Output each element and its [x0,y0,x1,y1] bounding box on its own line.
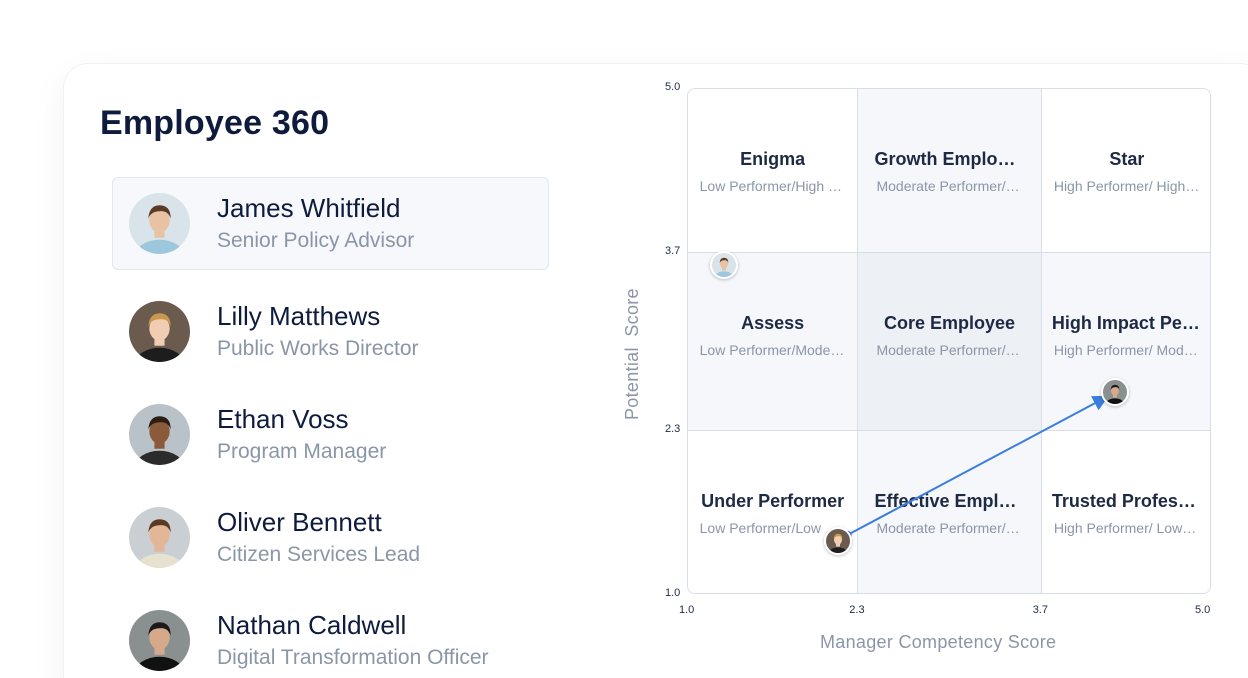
employee-role: Public Works Director [217,337,419,360]
grid-cell[interactable]: Star High Performer/ High Potential [1041,89,1210,254]
employee-item[interactable]: Lilly Matthews Public Works Director [112,280,549,383]
cell-sublabel: High Performer/ Moderate Potential [1053,342,1200,359]
y-tick-label: 5.0 [665,81,681,93]
page-title: Employee 360 [100,104,330,142]
x-tick-label: 5.0 [1195,604,1211,616]
avatar [129,404,190,465]
cell-label: Core Employee [883,313,1016,334]
grid-cell[interactable]: Core Employee Moderate Performer/Moderate… [858,253,1042,431]
employee-role: Digital Transformation Officer [217,646,489,669]
employee-meta: Oliver Bennett Citizen Services Lead [217,506,420,569]
employee-item[interactable]: Ethan Voss Program Manager [112,383,549,486]
employee-name: Lilly Matthews [217,301,381,331]
cell-label: Trusted Professional [1051,490,1202,511]
employee-point[interactable] [709,251,738,280]
cell-label: Effective Employee [874,490,1025,511]
employee-name: Nathan Caldwell [217,610,407,640]
x-tick-label: 2.3 [849,604,865,616]
cell-sublabel: Low Performer/High Potential [699,178,846,194]
employee-name: James Whitfield [217,193,401,223]
employee-list: James Whitfield Senior Policy Advisor Lill… [112,177,549,678]
y-axis-label: Potential Score [622,288,642,420]
x-axis-label: Manager Competency Score [820,632,1057,652]
employee-meta: Ethan Voss Program Manager [217,403,386,466]
cell-sublabel: Low Performer/Moderate Potential [699,342,846,359]
x-tick-label: 1.0 [679,604,695,616]
employee-name: Oliver Bennett [217,507,382,537]
grid-cell[interactable]: Assess Low Performer/Moderate Potential [688,253,859,431]
grid-cell[interactable]: Trusted Professional High Performer/ Low … [1041,430,1210,593]
cell-label: Enigma [740,149,806,169]
employee-name: Ethan Voss [217,404,349,434]
employee-meta: Nathan Caldwell Digital Transformation Of… [217,609,489,672]
y-tick-label: 1.0 [665,587,681,599]
grid-cell[interactable]: Enigma Low Performer/High Potential [688,89,859,254]
cell-label: Star [1109,149,1145,169]
x-tick-label: 3.7 [1032,604,1048,616]
cell-sublabel: High Performer/ Low Potential [1053,519,1200,536]
cell-label: High Impact Performer [1051,313,1202,334]
employee-role: Senior Policy Advisor [217,229,415,252]
grid-cell[interactable]: Effective Employee Moderate Performer/Low… [858,430,1042,593]
cell-label: Growth Employee [874,149,1025,169]
avatar [129,610,190,671]
avatar [129,301,190,362]
cell-sublabel: Moderate Performer/High Potential [876,178,1022,194]
employee-meta: Lilly Matthews Public Works Director [217,300,419,363]
grid-cell[interactable]: Under Performer Low Performer/Low Potenti… [688,430,859,593]
employee-point[interactable] [823,526,852,555]
nine-box-grid: Enigma Low Performer/High Potential Growth… [687,88,1211,594]
grid-cell[interactable]: Growth Employee Moderate Performer/High P… [858,89,1042,254]
cell-label: Under Performer [701,490,845,511]
employee-meta: James Whitfield Senior Policy Advisor [217,192,414,255]
employee-role: Program Manager [217,440,387,463]
nine-box-chart: Enigma Low Performer/High Potential Growth… [610,80,1230,670]
avatar [129,507,190,568]
y-tick-label: 2.3 [665,422,681,435]
cell-sublabel: High Performer/ High Potential [1053,178,1200,194]
employee-item[interactable]: Oliver Bennett Citizen Services Lead [112,486,549,589]
cell-label: Assess [741,313,805,334]
employee-role: Citizen Services Lead [217,543,421,566]
employee-item[interactable]: Nathan Caldwell Digital Transformation Of… [112,589,549,678]
cell-sublabel: Low Performer/Low Potential [699,519,846,536]
employee-point[interactable] [1101,377,1130,406]
grid-cell[interactable]: High Impact Performer High Performer/ Mod… [1041,253,1210,431]
cell-sublabel: Moderate Performer/Moderate Potential [876,342,1022,359]
employee-item[interactable]: James Whitfield Senior Policy Advisor [112,177,549,270]
cell-sublabel: Moderate Performer/Low Potential [876,519,1023,536]
avatar [129,193,190,254]
y-tick-label: 3.7 [665,245,681,258]
